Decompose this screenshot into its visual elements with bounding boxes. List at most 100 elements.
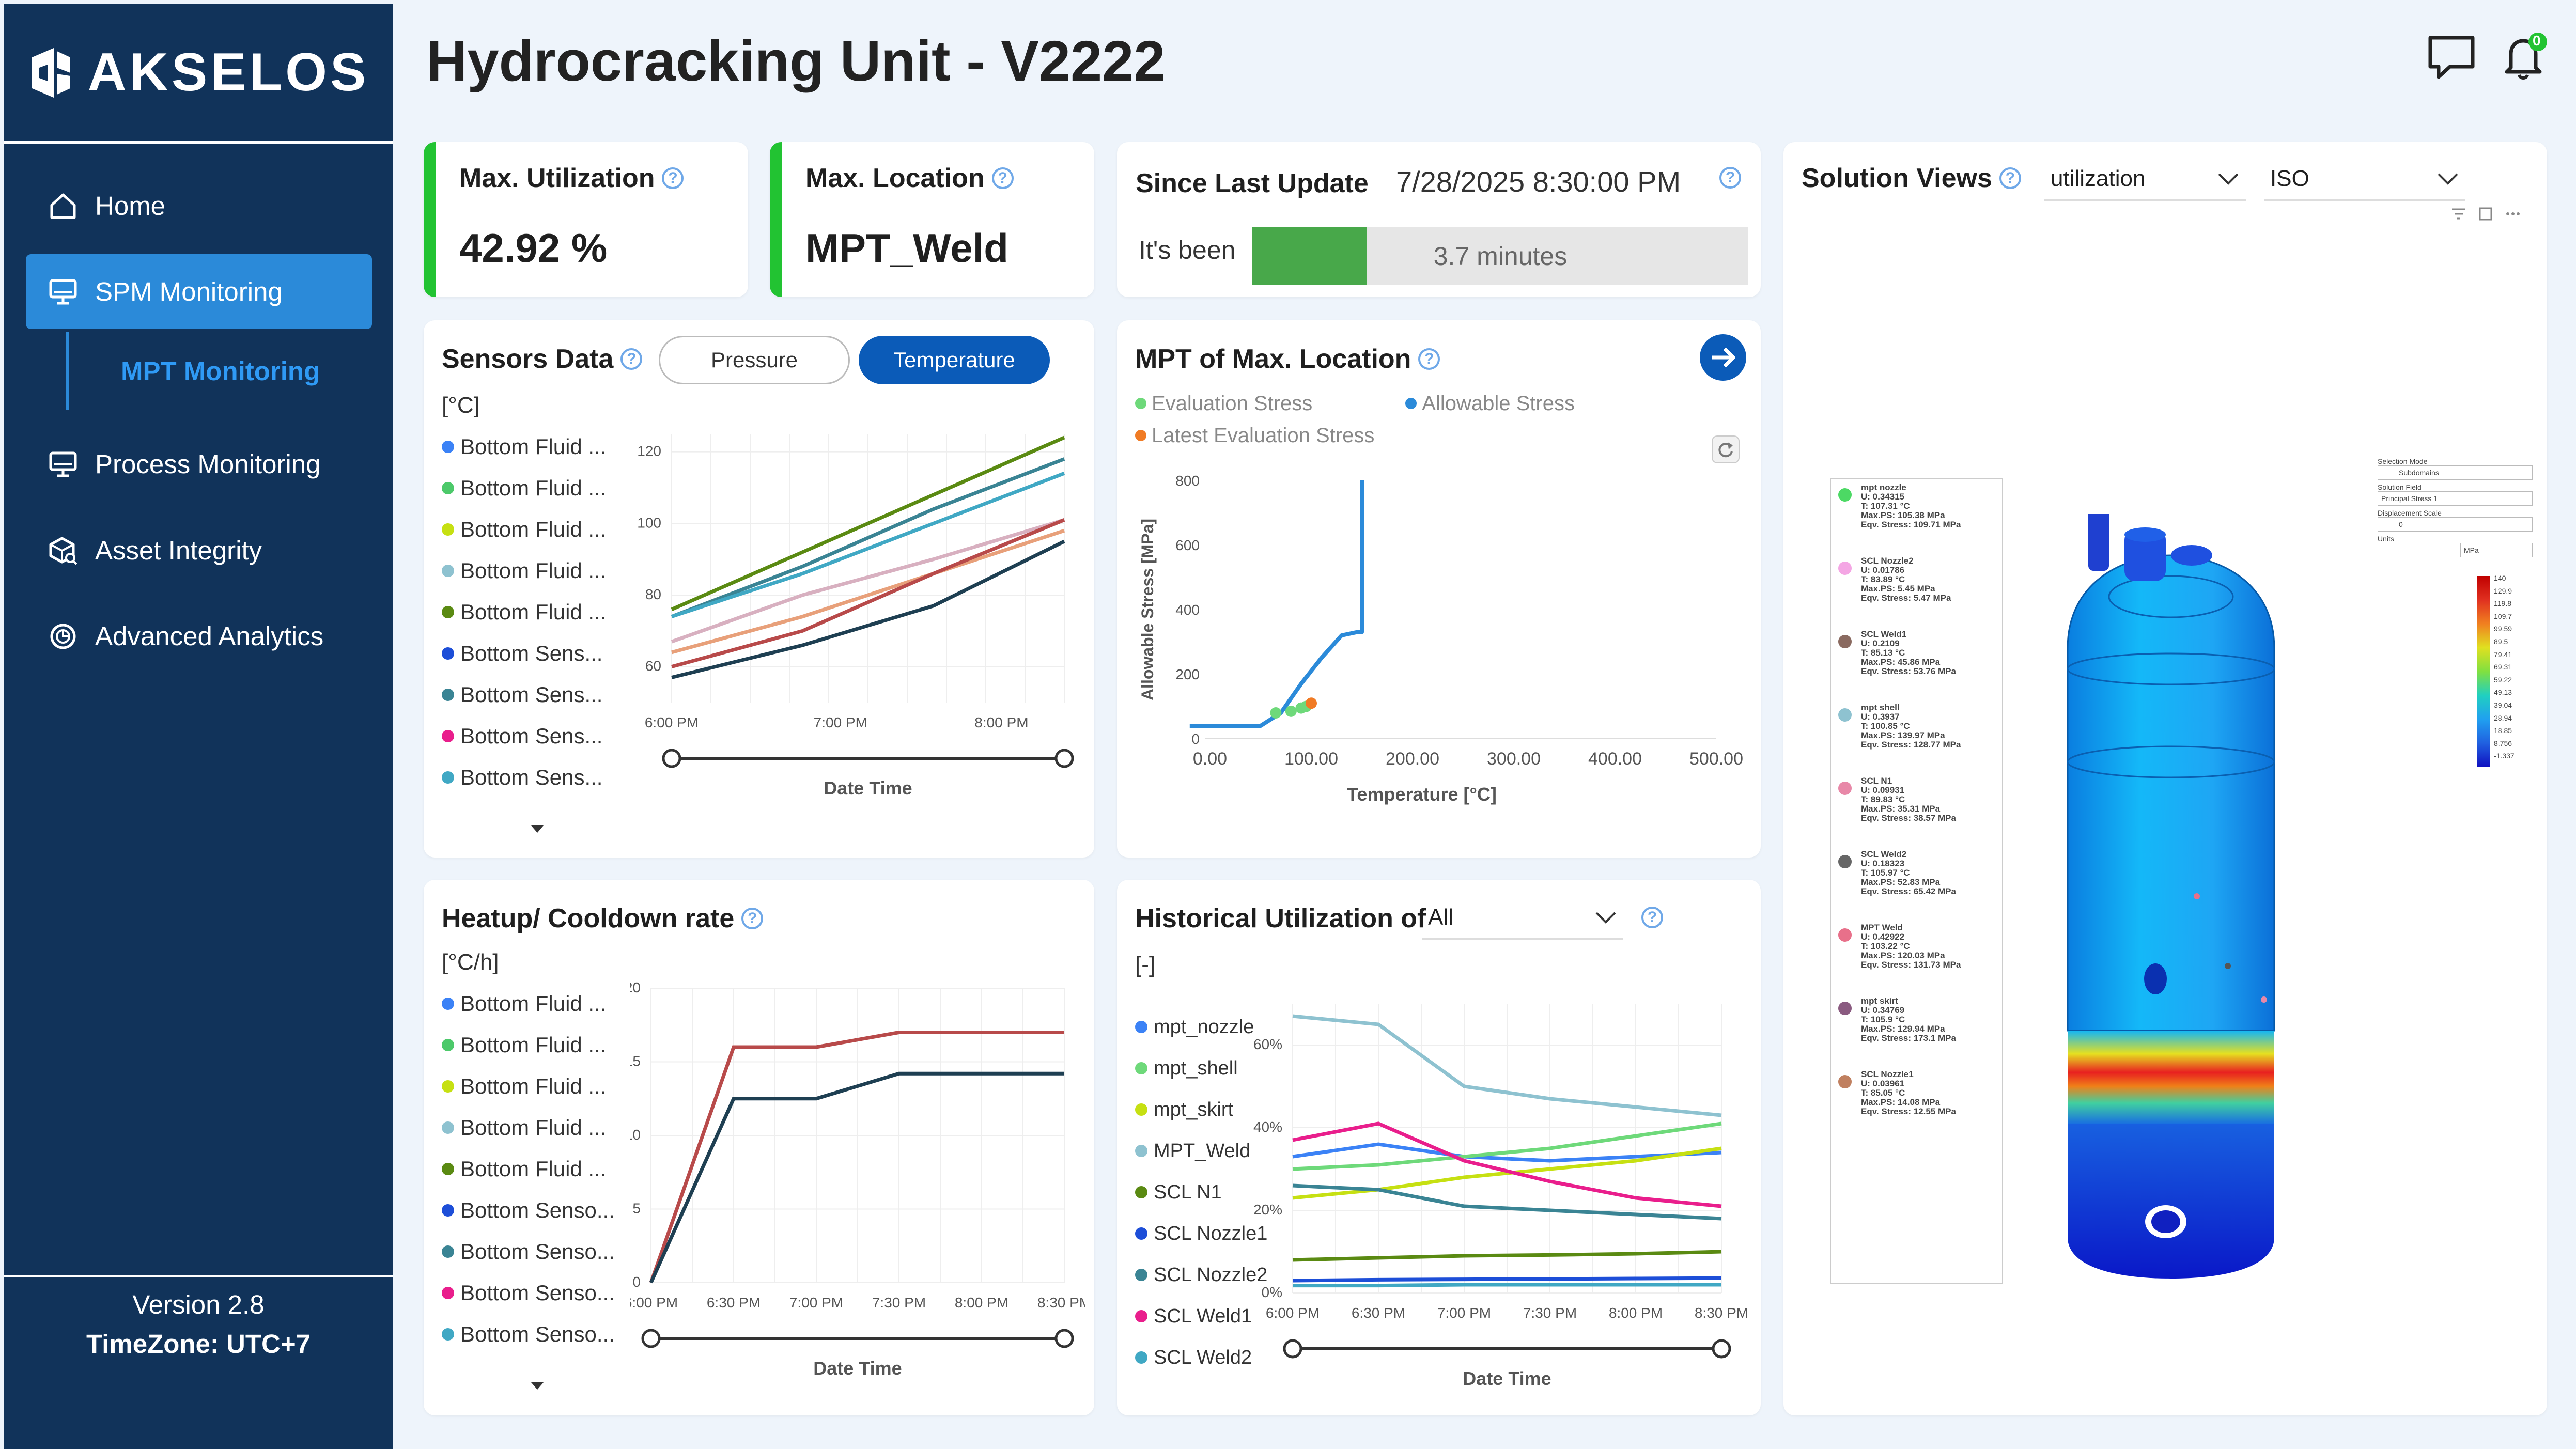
temperature-toggle[interactable]: Temperature xyxy=(859,336,1050,384)
sensors-legend-item[interactable]: Bottom Fluid ... xyxy=(442,591,606,633)
heatup-legend-item[interactable]: Bottom Senso... xyxy=(442,1272,615,1314)
hist-legend-label: SCL Nozzle2 xyxy=(1154,1264,1268,1286)
heatup-legend-item[interactable]: Bottom Fluid ... xyxy=(442,1024,615,1066)
sensors-legend-item[interactable]: Bottom Fluid ... xyxy=(442,509,606,550)
model-label-name: SCL Weld1 xyxy=(1861,629,1907,639)
sensors-legend-item[interactable]: Bottom Fluid ... xyxy=(442,468,606,509)
sensors-legend: Bottom Fluid ... Bottom Fluid ... Bottom F… xyxy=(442,426,606,798)
selection-mode-select[interactable]: Subdomains xyxy=(2378,465,2533,480)
range-slider-end-handle[interactable] xyxy=(1054,1329,1074,1348)
heatup-legend-label: Bottom Fluid ... xyxy=(460,1033,607,1057)
help-icon[interactable]: ? xyxy=(620,348,643,370)
range-slider-start-handle[interactable] xyxy=(662,749,681,768)
range-slider-start-handle[interactable] xyxy=(641,1329,661,1348)
hist-legend-item[interactable]: mpt_shell xyxy=(1135,1048,1267,1089)
pressure-toggle[interactable]: Pressure xyxy=(659,336,850,384)
range-slider-end-handle[interactable] xyxy=(1054,749,1074,768)
legend-scroll-down-icon[interactable] xyxy=(530,824,545,834)
x-tick-label: 0.00 xyxy=(1193,749,1227,769)
heatup-legend-item[interactable]: Bottom Senso... xyxy=(442,1314,615,1355)
more-options-icon[interactable] xyxy=(2506,212,2520,215)
hist-legend-item[interactable]: mpt_skirt xyxy=(1135,1089,1267,1130)
mpt-chart[interactable]: 0 200 400 600 800 0.00 100.00 200.00 300.00 400.0… xyxy=(1127,455,1752,852)
nav-advanced-analytics[interactable]: Advanced Analytics xyxy=(26,599,372,674)
range-slider-start-handle[interactable] xyxy=(1283,1339,1302,1359)
expand-icon[interactable] xyxy=(2479,207,2492,221)
hist-legend-item[interactable]: SCL Weld1 xyxy=(1135,1296,1267,1337)
model-label-value: U: 0.34769 xyxy=(1861,1005,1905,1015)
legend-dot-icon xyxy=(442,998,454,1010)
navigate-arrow-icon[interactable] xyxy=(1699,333,1747,382)
displacement-value: 0 xyxy=(2399,520,2403,528)
heatup-legend-label: Bottom Senso... xyxy=(460,1322,615,1346)
solution-view-select[interactable]: utilization xyxy=(2044,158,2246,201)
evaluation-stress-point xyxy=(1270,707,1282,719)
model-label-value: Eqv. Stress: 53.76 MPa xyxy=(1861,666,1956,676)
nav-mpt-monitoring[interactable]: MPT Monitoring xyxy=(66,332,320,410)
heatup-legend-item[interactable]: Bottom Senso... xyxy=(442,1231,615,1272)
legend-dot-icon xyxy=(442,606,454,618)
heatup-legend-item[interactable]: Bottom Senso... xyxy=(442,1190,615,1231)
latest-evaluation-point xyxy=(1306,697,1317,709)
sidebar-footer: Version 2.8 TimeZone: UTC+7 xyxy=(4,1285,393,1364)
units-select[interactable]: MPa xyxy=(2460,543,2533,557)
model-label-item[interactable]: mpt shell U: 0.3937 T: 100.85 °C Max.PS: 13… xyxy=(1831,699,2002,772)
notification-bell-icon[interactable]: 0 xyxy=(2495,28,2552,85)
sensors-legend-item[interactable]: Bottom Fluid ... xyxy=(442,550,606,591)
hist-legend-item[interactable]: SCL N1 xyxy=(1135,1172,1267,1213)
max-location-card: Max. Location? MPT_Weld xyxy=(770,142,1094,297)
model-label-item[interactable]: SCL Nozzle2 U: 0.01786 T: 83.89 °C Max.PS: … xyxy=(1831,552,2002,626)
model-label-item[interactable]: mpt skirt U: 0.34769 T: 105.9 °C Max.PS: 12… xyxy=(1831,992,2002,1066)
brand-logo[interactable]: AKSELOS xyxy=(4,4,393,141)
heatup-legend-item[interactable]: Bottom Fluid ... xyxy=(442,1107,615,1148)
chat-icon[interactable] xyxy=(2423,28,2480,85)
help-icon[interactable]: ? xyxy=(991,167,1014,189)
orientation-select[interactable]: ISO xyxy=(2264,158,2465,201)
model-label-value: U: 0.09931 xyxy=(1861,785,1905,795)
model-label-item[interactable]: SCL Weld1 U: 0.2109 T: 85.13 °C Max.PS: 45.… xyxy=(1831,626,2002,699)
hist-legend-item[interactable]: mpt_nozzle xyxy=(1135,1006,1267,1048)
sensors-legend-item[interactable]: Bottom Fluid ... xyxy=(442,426,606,468)
help-icon[interactable]: ? xyxy=(1418,348,1440,370)
heatup-legend-item[interactable]: Bottom Fluid ... xyxy=(442,1148,615,1190)
hist-legend-item[interactable]: SCL Nozzle2 xyxy=(1135,1254,1267,1296)
heatup-chart[interactable]: 0 5 10 15 20 6:00 PM 6:30 PM 7:00 PM 7:30 PM 8:00… xyxy=(630,978,1085,1401)
model-label-item[interactable]: mpt nozzle U: 0.34315 T: 107.31 °C Max.PS: … xyxy=(1831,479,2002,552)
heatup-legend-item[interactable]: Bottom Fluid ... xyxy=(442,983,615,1024)
units-value: MPa xyxy=(2464,546,2479,554)
filter-icon[interactable] xyxy=(2452,208,2465,220)
nav-home[interactable]: Home xyxy=(26,168,372,243)
sensors-legend-item[interactable]: Bottom Sens... xyxy=(442,674,606,715)
reset-icon[interactable] xyxy=(1711,435,1740,464)
hist-legend-item[interactable]: SCL Weld2 xyxy=(1135,1337,1267,1378)
range-slider-end-handle[interactable] xyxy=(1712,1339,1731,1359)
help-icon[interactable]: ? xyxy=(1641,907,1663,928)
model-label-dot-icon xyxy=(1838,855,1852,868)
model-label-item[interactable]: SCL Nozzle1 U: 0.03961 T: 85.05 °C Max.PS: … xyxy=(1831,1066,2002,1139)
solution-field-select[interactable]: Principal Stress 1 xyxy=(2378,491,2533,506)
displacement-input[interactable]: 0 xyxy=(2378,517,2533,532)
nav-process-monitoring[interactable]: Process Monitoring xyxy=(26,427,372,502)
nav-asset-integrity[interactable]: Asset Integrity xyxy=(26,513,372,588)
sensors-chart[interactable]: 60 80 100 120 6:00 PM 7:00 PM 8:00 PM Date Time xyxy=(630,424,1085,837)
help-icon[interactable]: ? xyxy=(662,167,684,189)
heatup-legend-item[interactable]: Bottom Fluid ... xyxy=(442,1066,615,1107)
model-label-item[interactable]: SCL Weld2 U: 0.18323 T: 105.97 °C Max.PS: 5… xyxy=(1831,846,2002,919)
sensors-legend-item[interactable]: Bottom Sens... xyxy=(442,757,606,798)
vessel-3d-model[interactable] xyxy=(2042,514,2300,1289)
help-icon[interactable]: ? xyxy=(741,908,764,929)
legend-scroll-down-icon[interactable] xyxy=(530,1381,545,1391)
y-tick-label: 80 xyxy=(645,586,661,602)
sensors-legend-item[interactable]: Bottom Sens... xyxy=(442,633,606,674)
sensors-legend-item[interactable]: Bottom Sens... xyxy=(442,715,606,757)
hist-filter-select[interactable]: All xyxy=(1422,896,1623,940)
model-label-item[interactable]: SCL N1 U: 0.09931 T: 89.83 °C Max.PS: 35.31… xyxy=(1831,772,2002,846)
help-icon[interactable]: ? xyxy=(1999,167,2021,189)
hist-legend-item[interactable]: MPT_Weld xyxy=(1135,1130,1267,1172)
hist-legend-item[interactable]: SCL Nozzle1 xyxy=(1135,1213,1267,1254)
help-icon[interactable]: ? xyxy=(1719,167,1741,189)
nav-spm-monitoring[interactable]: SPM Monitoring xyxy=(26,254,372,329)
hist-chart[interactable]: 0% 20% 40% 60% 6:00 PM 6:30 PM 7:00 PM 7:30 PM 8… xyxy=(1251,993,1747,1407)
model-label-item[interactable]: MPT Weld U: 0.42922 T: 103.22 °C Max.PS: 12… xyxy=(1831,919,2002,992)
legend-dot-icon xyxy=(442,1163,454,1175)
